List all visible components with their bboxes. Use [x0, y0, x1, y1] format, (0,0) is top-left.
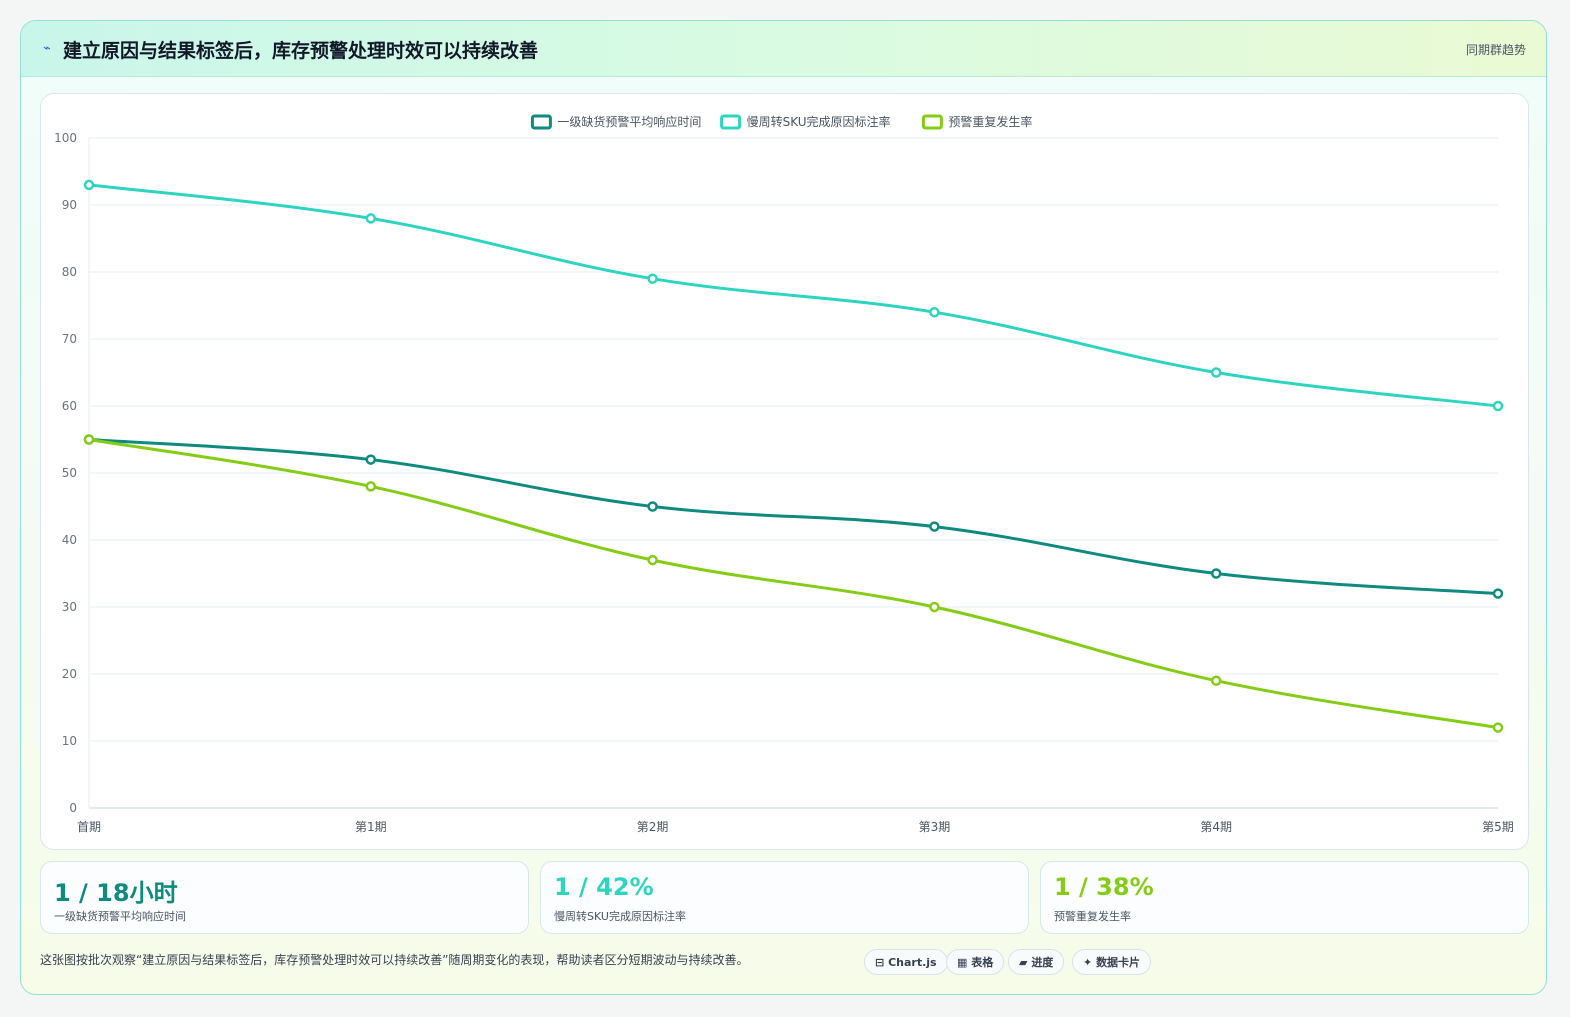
data-point [365, 213, 377, 224]
stat-label: 预警重复发生率 [1054, 910, 1131, 923]
table-icon: ▦ [957, 956, 968, 969]
x-tick-label: 第4期 [1200, 820, 1232, 834]
chip-label: 数据卡片 [1096, 956, 1141, 969]
data-point [365, 454, 377, 465]
legend-swatch [921, 114, 943, 130]
data-point [1492, 722, 1504, 733]
card-header: ⌁ 建立原因与结果标签后，库存预警处理时效可以持续改善 同期群趋势 [21, 21, 1546, 77]
data-point [929, 601, 940, 613]
data-point [929, 521, 940, 532]
data-point [647, 554, 658, 566]
stat-label: 慢周转SKU完成原因标注率 [554, 910, 686, 923]
stat-value: 1 / 38% [1054, 873, 1154, 901]
chip-label: 表格 [971, 956, 994, 969]
trend-icon: ⌁ [43, 41, 51, 56]
series-line-2 [87, 438, 1500, 730]
progress-icon: ▰ [1019, 956, 1028, 969]
data-point [1210, 675, 1222, 686]
x-tick-label: 第1期 [355, 820, 387, 834]
y-tick-label: 20 [62, 667, 77, 681]
y-tick-label: 30 [62, 600, 77, 614]
x-tick-label: 首期 [77, 820, 101, 834]
stat-card-recurrence-rate: 1 / 38% 预警重复发生率 [1040, 861, 1529, 934]
y-tick-label: 80 [62, 265, 77, 279]
y-tick-label: 0 [69, 801, 77, 815]
legend-label: 预警重复发生率 [948, 114, 1032, 129]
stat-label: 一级缺货预警平均响应时间 [54, 910, 186, 923]
chip-progress[interactable]: ▰ 进度 [1008, 949, 1065, 975]
x-tick-label: 第2期 [637, 820, 669, 834]
card-title: 建立原因与结果标签后，库存预警处理时效可以持续改善 [63, 40, 539, 62]
y-tick-label: 70 [62, 332, 77, 346]
data-point [1210, 367, 1222, 378]
data-point [1492, 400, 1504, 412]
x-tick-label: 第3期 [919, 820, 951, 834]
data-point [929, 306, 940, 318]
legend-swatch [720, 114, 742, 130]
data-point [1210, 568, 1222, 579]
y-tick-label: 10 [62, 734, 77, 748]
data-point [647, 501, 658, 512]
chart-canvas: 0 10 20 30 40 50 60 70 80 90 100 首期 第1期 第2期 第3期 第4期 第5期 一… [54, 114, 1514, 834]
data-point [365, 481, 377, 492]
data-point [647, 273, 658, 284]
series-line-0 [87, 438, 1500, 596]
y-tick-label: 40 [62, 533, 77, 547]
chip-label: 进度 [1031, 956, 1054, 969]
x-tick-label: 第5期 [1482, 820, 1514, 834]
chip-chartjs[interactable]: ⊟ Chart.js [864, 949, 948, 975]
y-tick-label: 90 [62, 198, 77, 212]
series-line-1 [87, 183, 1500, 408]
data-point [83, 434, 95, 445]
chip-data-cards[interactable]: ✦ 数据卡片 [1072, 949, 1152, 975]
cohort-trend-tag: 同期群趋势 [1465, 43, 1526, 57]
data-point [1492, 588, 1504, 599]
chart-icon: ⊟ [875, 956, 885, 969]
stat-value: 1 / 18小时 [54, 879, 178, 907]
stat-card-labeling-rate: 1 / 42% 慢周转SKU完成原因标注率 [540, 861, 1029, 934]
y-tick-label: 60 [62, 399, 77, 413]
chip-label: Chart.js [888, 956, 937, 969]
line-chart: 0 10 20 30 40 50 60 70 80 90 100 首期 第1期 第2期 第3期 第4期 第5期 一… [40, 93, 1529, 850]
data-point [83, 179, 95, 191]
stat-card-response-time: 1 / 18小时 一级缺货预警平均响应时间 [40, 861, 529, 934]
stat-value: 1 / 42% [554, 873, 654, 901]
chart-card: ⌁ 建立原因与结果标签后，库存预警处理时效可以持续改善 同期群趋势 0 10 20 3… [20, 20, 1547, 995]
legend-label: 一级缺货预警平均响应时间 [557, 114, 701, 129]
legend-swatch [530, 114, 552, 130]
y-tick-label: 50 [62, 466, 77, 480]
sparkle-icon: ✦ [1083, 956, 1093, 969]
chart-description: 这张图按批次观察“建立原因与结果标签后，库存预警处理时效可以持续改善”随周期变化… [40, 953, 749, 967]
chip-table[interactable]: ▦ 表格 [946, 949, 1005, 975]
y-tick-label: 100 [54, 131, 77, 145]
legend-label: 慢周转SKU完成原因标注率 [747, 114, 891, 129]
